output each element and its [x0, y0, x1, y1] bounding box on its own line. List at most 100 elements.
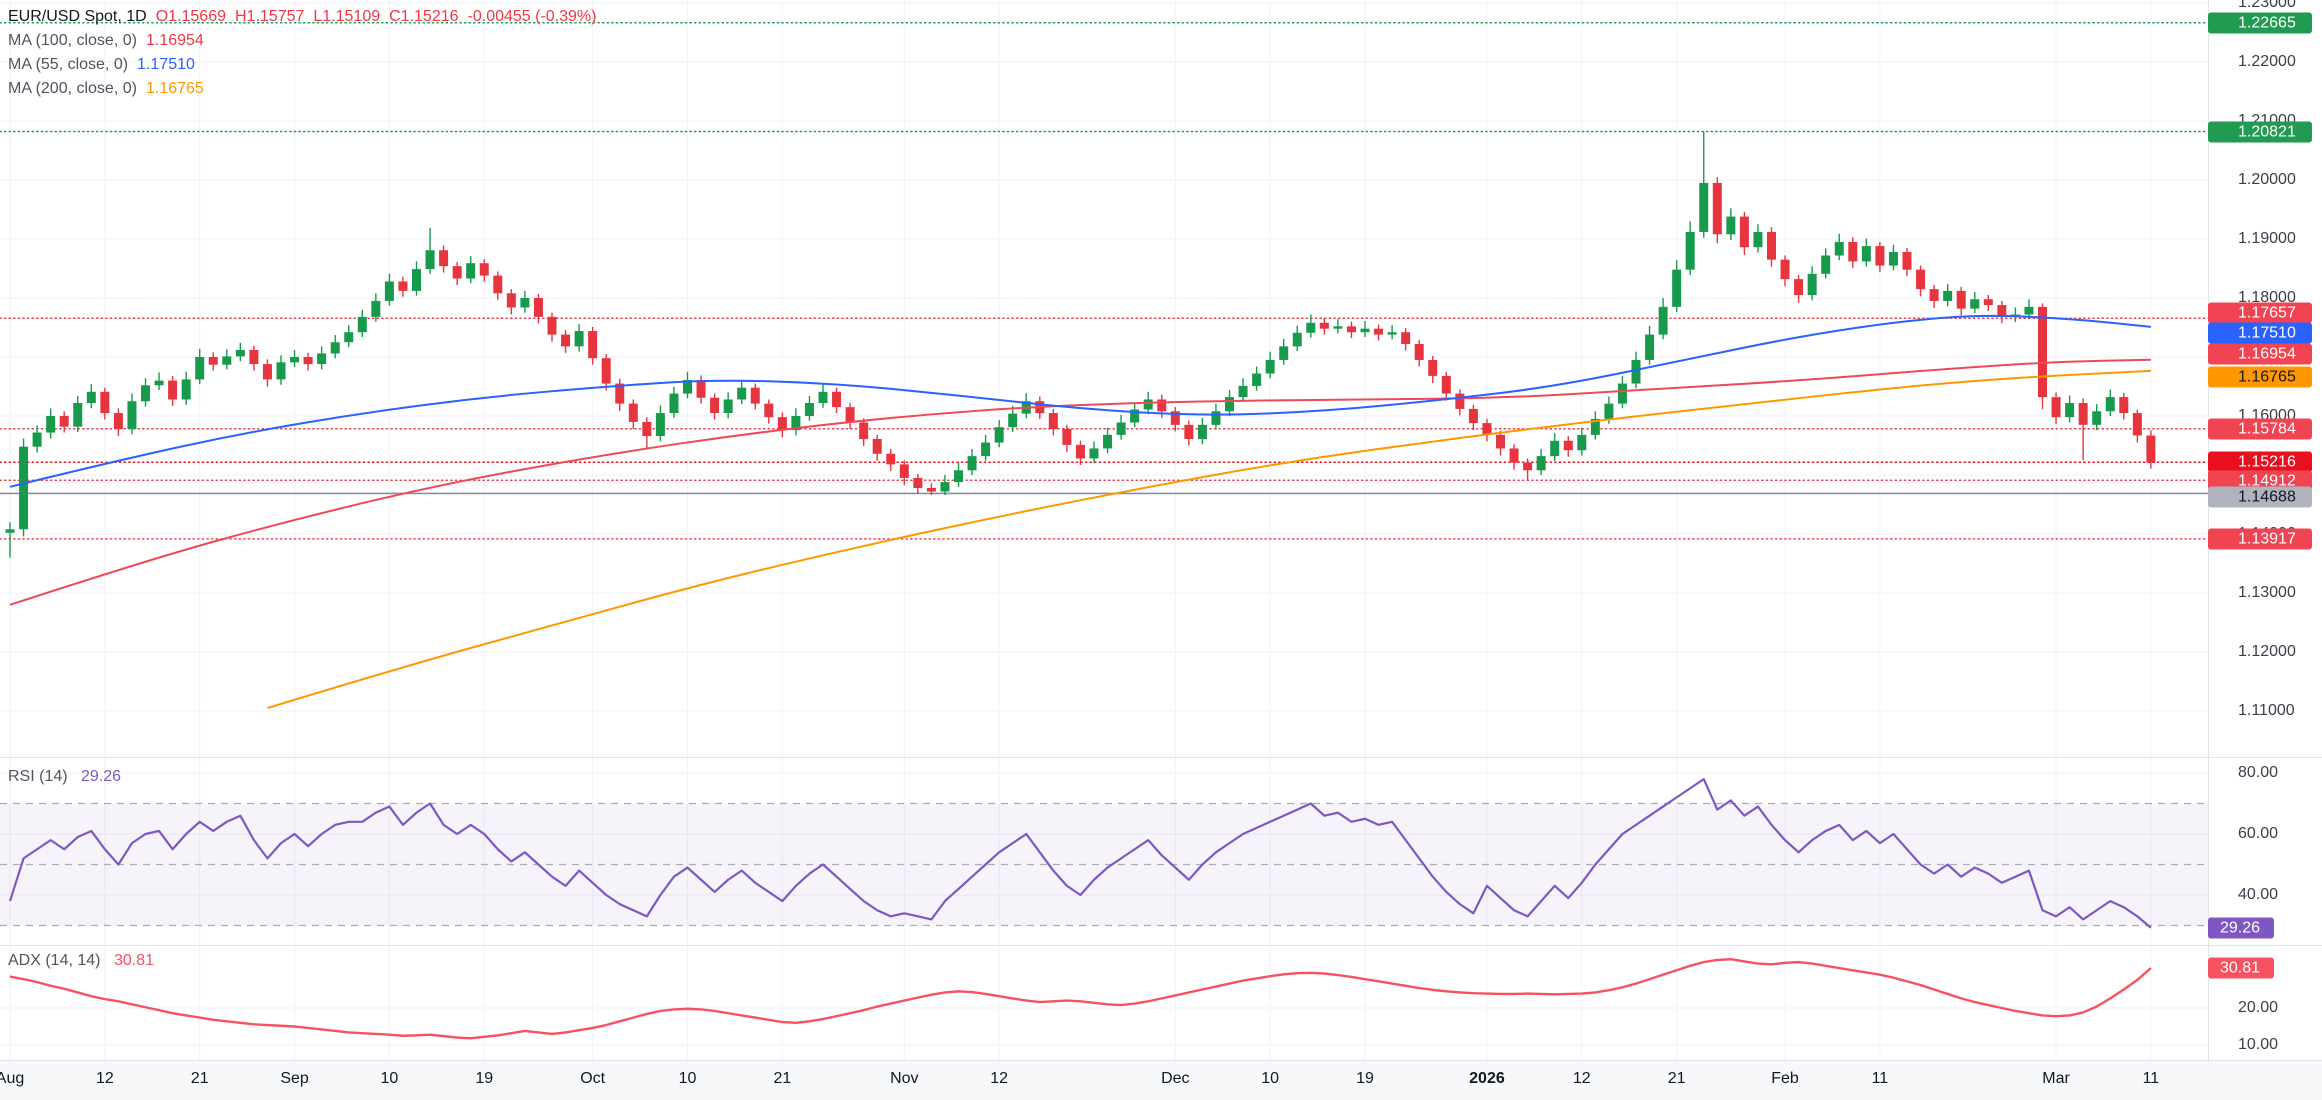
candle[interactable] [1455, 389, 1465, 416]
candle[interactable] [1374, 324, 1384, 341]
candle[interactable] [1970, 292, 1980, 314]
candle[interactable] [1577, 427, 1587, 456]
candle[interactable] [628, 399, 638, 429]
candle[interactable] [967, 449, 977, 475]
candle[interactable] [1184, 420, 1194, 446]
candle[interactable] [574, 323, 584, 352]
candle[interactable] [303, 352, 313, 371]
candle[interactable] [655, 405, 665, 442]
candle[interactable] [696, 375, 706, 404]
candle[interactable] [723, 392, 733, 419]
symbol-title[interactable]: EUR/USD Spot, 1D [8, 8, 147, 25]
candle[interactable] [994, 420, 1004, 448]
candle[interactable] [1468, 404, 1478, 431]
candle[interactable] [344, 325, 354, 347]
candle[interactable] [981, 434, 991, 461]
candle[interactable] [1997, 300, 2007, 324]
candle[interactable] [425, 227, 435, 274]
adx-legend-label[interactable]: ADX (14, 14) [8, 952, 101, 969]
candle[interactable] [1496, 430, 1505, 456]
candle[interactable] [642, 417, 652, 450]
candle[interactable] [1672, 260, 1682, 313]
candle[interactable] [168, 375, 178, 406]
candle[interactable] [791, 408, 801, 436]
candle[interactable] [845, 403, 855, 429]
candle[interactable] [1387, 325, 1397, 340]
candle[interactable] [533, 293, 543, 324]
candle[interactable] [1645, 325, 1655, 365]
time-axis[interactable]: Aug 12 21 Sep 10 19 Oct 10 21 Nov 12 Dec 10 19 2026 12 2… [0, 1060, 2322, 1100]
candle[interactable] [1252, 366, 1262, 391]
candle[interactable] [1767, 227, 1776, 267]
candle[interactable] [1699, 131, 1709, 238]
candle[interactable] [1197, 417, 1207, 445]
candle[interactable] [1089, 441, 1099, 464]
candle[interactable] [222, 349, 232, 370]
candle[interactable] [32, 425, 42, 453]
candle[interactable] [412, 261, 421, 296]
candle[interactable] [2132, 409, 2142, 443]
candle[interactable] [1211, 403, 1221, 430]
candle[interactable] [737, 380, 747, 405]
candle[interactable] [750, 383, 760, 410]
candle[interactable] [1658, 298, 1668, 340]
candle[interactable] [2146, 430, 2156, 469]
candle[interactable] [1170, 407, 1180, 432]
candle[interactable] [466, 256, 476, 284]
candle[interactable] [1780, 255, 1790, 287]
candle[interactable] [2078, 398, 2088, 461]
candle[interactable] [262, 359, 272, 387]
candle[interactable] [1726, 208, 1736, 241]
candle[interactable] [832, 387, 842, 414]
candle[interactable] [710, 393, 720, 420]
candle[interactable] [371, 293, 381, 322]
candle[interactable] [1983, 295, 1993, 311]
candle[interactable] [1130, 402, 1140, 428]
candle[interactable] [1075, 440, 1085, 465]
candle[interactable] [1617, 375, 1627, 409]
candle[interactable] [601, 354, 611, 391]
candle[interactable] [452, 262, 462, 286]
candle[interactable] [276, 355, 286, 385]
candle[interactable] [547, 312, 557, 342]
candle[interactable] [1292, 325, 1302, 352]
candle[interactable] [1807, 266, 1817, 301]
candle[interactable] [19, 438, 29, 537]
candle[interactable] [1821, 248, 1831, 279]
ma55-legend-label[interactable]: MA (55, close, 0) [8, 56, 129, 73]
candle[interactable] [2092, 404, 2102, 431]
candle[interactable] [195, 348, 205, 385]
candle[interactable] [1116, 414, 1126, 440]
candle[interactable] [154, 372, 164, 391]
candle[interactable] [235, 342, 245, 362]
candle[interactable] [1861, 238, 1871, 267]
candle[interactable] [100, 387, 110, 420]
candle[interactable] [1685, 221, 1695, 275]
candle[interactable] [1943, 283, 1953, 307]
candle[interactable] [73, 395, 83, 432]
candle[interactable] [357, 309, 367, 337]
candle[interactable] [926, 483, 936, 496]
candle[interactable] [1346, 321, 1356, 339]
ma200-legend-label[interactable]: MA (200, close, 0) [8, 80, 137, 97]
candle[interactable] [899, 460, 909, 486]
ma100-legend-label[interactable]: MA (100, close, 0) [8, 32, 137, 49]
candle[interactable] [1279, 338, 1289, 365]
candle[interactable] [669, 386, 679, 418]
candle[interactable] [1062, 424, 1072, 452]
candle[interactable] [439, 245, 449, 273]
candle[interactable] [1333, 319, 1343, 334]
candle[interactable] [1428, 355, 1438, 383]
candle[interactable] [872, 434, 882, 461]
candle[interactable] [1875, 241, 1885, 273]
candle[interactable] [208, 352, 218, 371]
candle[interactable] [859, 418, 869, 447]
candle[interactable] [940, 475, 950, 496]
candle[interactable] [1916, 265, 1926, 297]
candle[interactable] [1048, 408, 1058, 436]
candle[interactable] [181, 371, 191, 405]
candle[interactable] [520, 290, 530, 313]
candle[interactable] [1956, 286, 1966, 316]
candle[interactable] [141, 378, 150, 407]
candle[interactable] [1225, 390, 1234, 416]
